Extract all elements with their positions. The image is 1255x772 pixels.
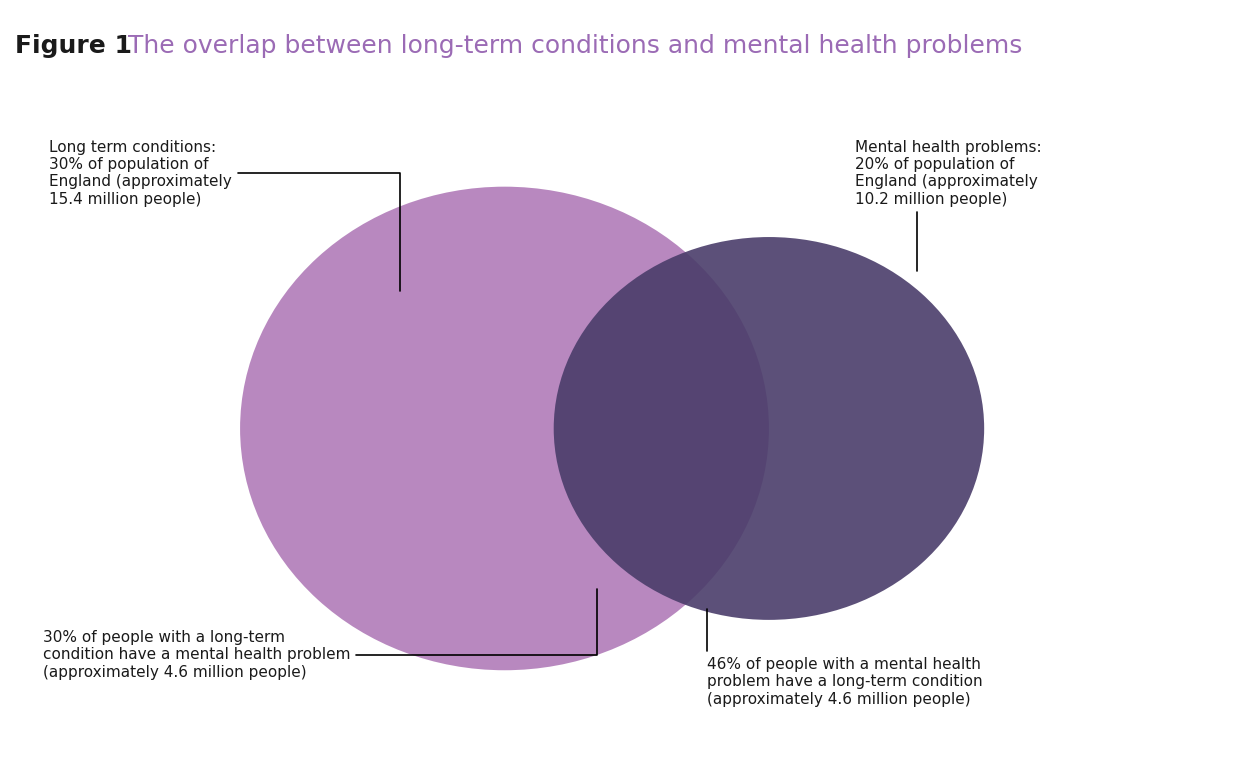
Text: 30% of people with a long-term
condition have a mental health problem
(approxima: 30% of people with a long-term condition… [43, 589, 597, 680]
Text: Mental health problems:
20% of population of
England (approximately
10.2 million: Mental health problems: 20% of populatio… [855, 140, 1042, 271]
Ellipse shape [553, 237, 984, 620]
Text: Long term conditions:
30% of population of
England (approximately
15.4 million p: Long term conditions: 30% of population … [49, 140, 400, 291]
Text: The overlap between long-term conditions and mental health problems: The overlap between long-term conditions… [112, 34, 1022, 59]
Text: 46% of people with a mental health
problem have a long-term condition
(approxima: 46% of people with a mental health probl… [708, 609, 983, 706]
Text: Figure 1: Figure 1 [15, 34, 132, 59]
Ellipse shape [240, 187, 769, 670]
